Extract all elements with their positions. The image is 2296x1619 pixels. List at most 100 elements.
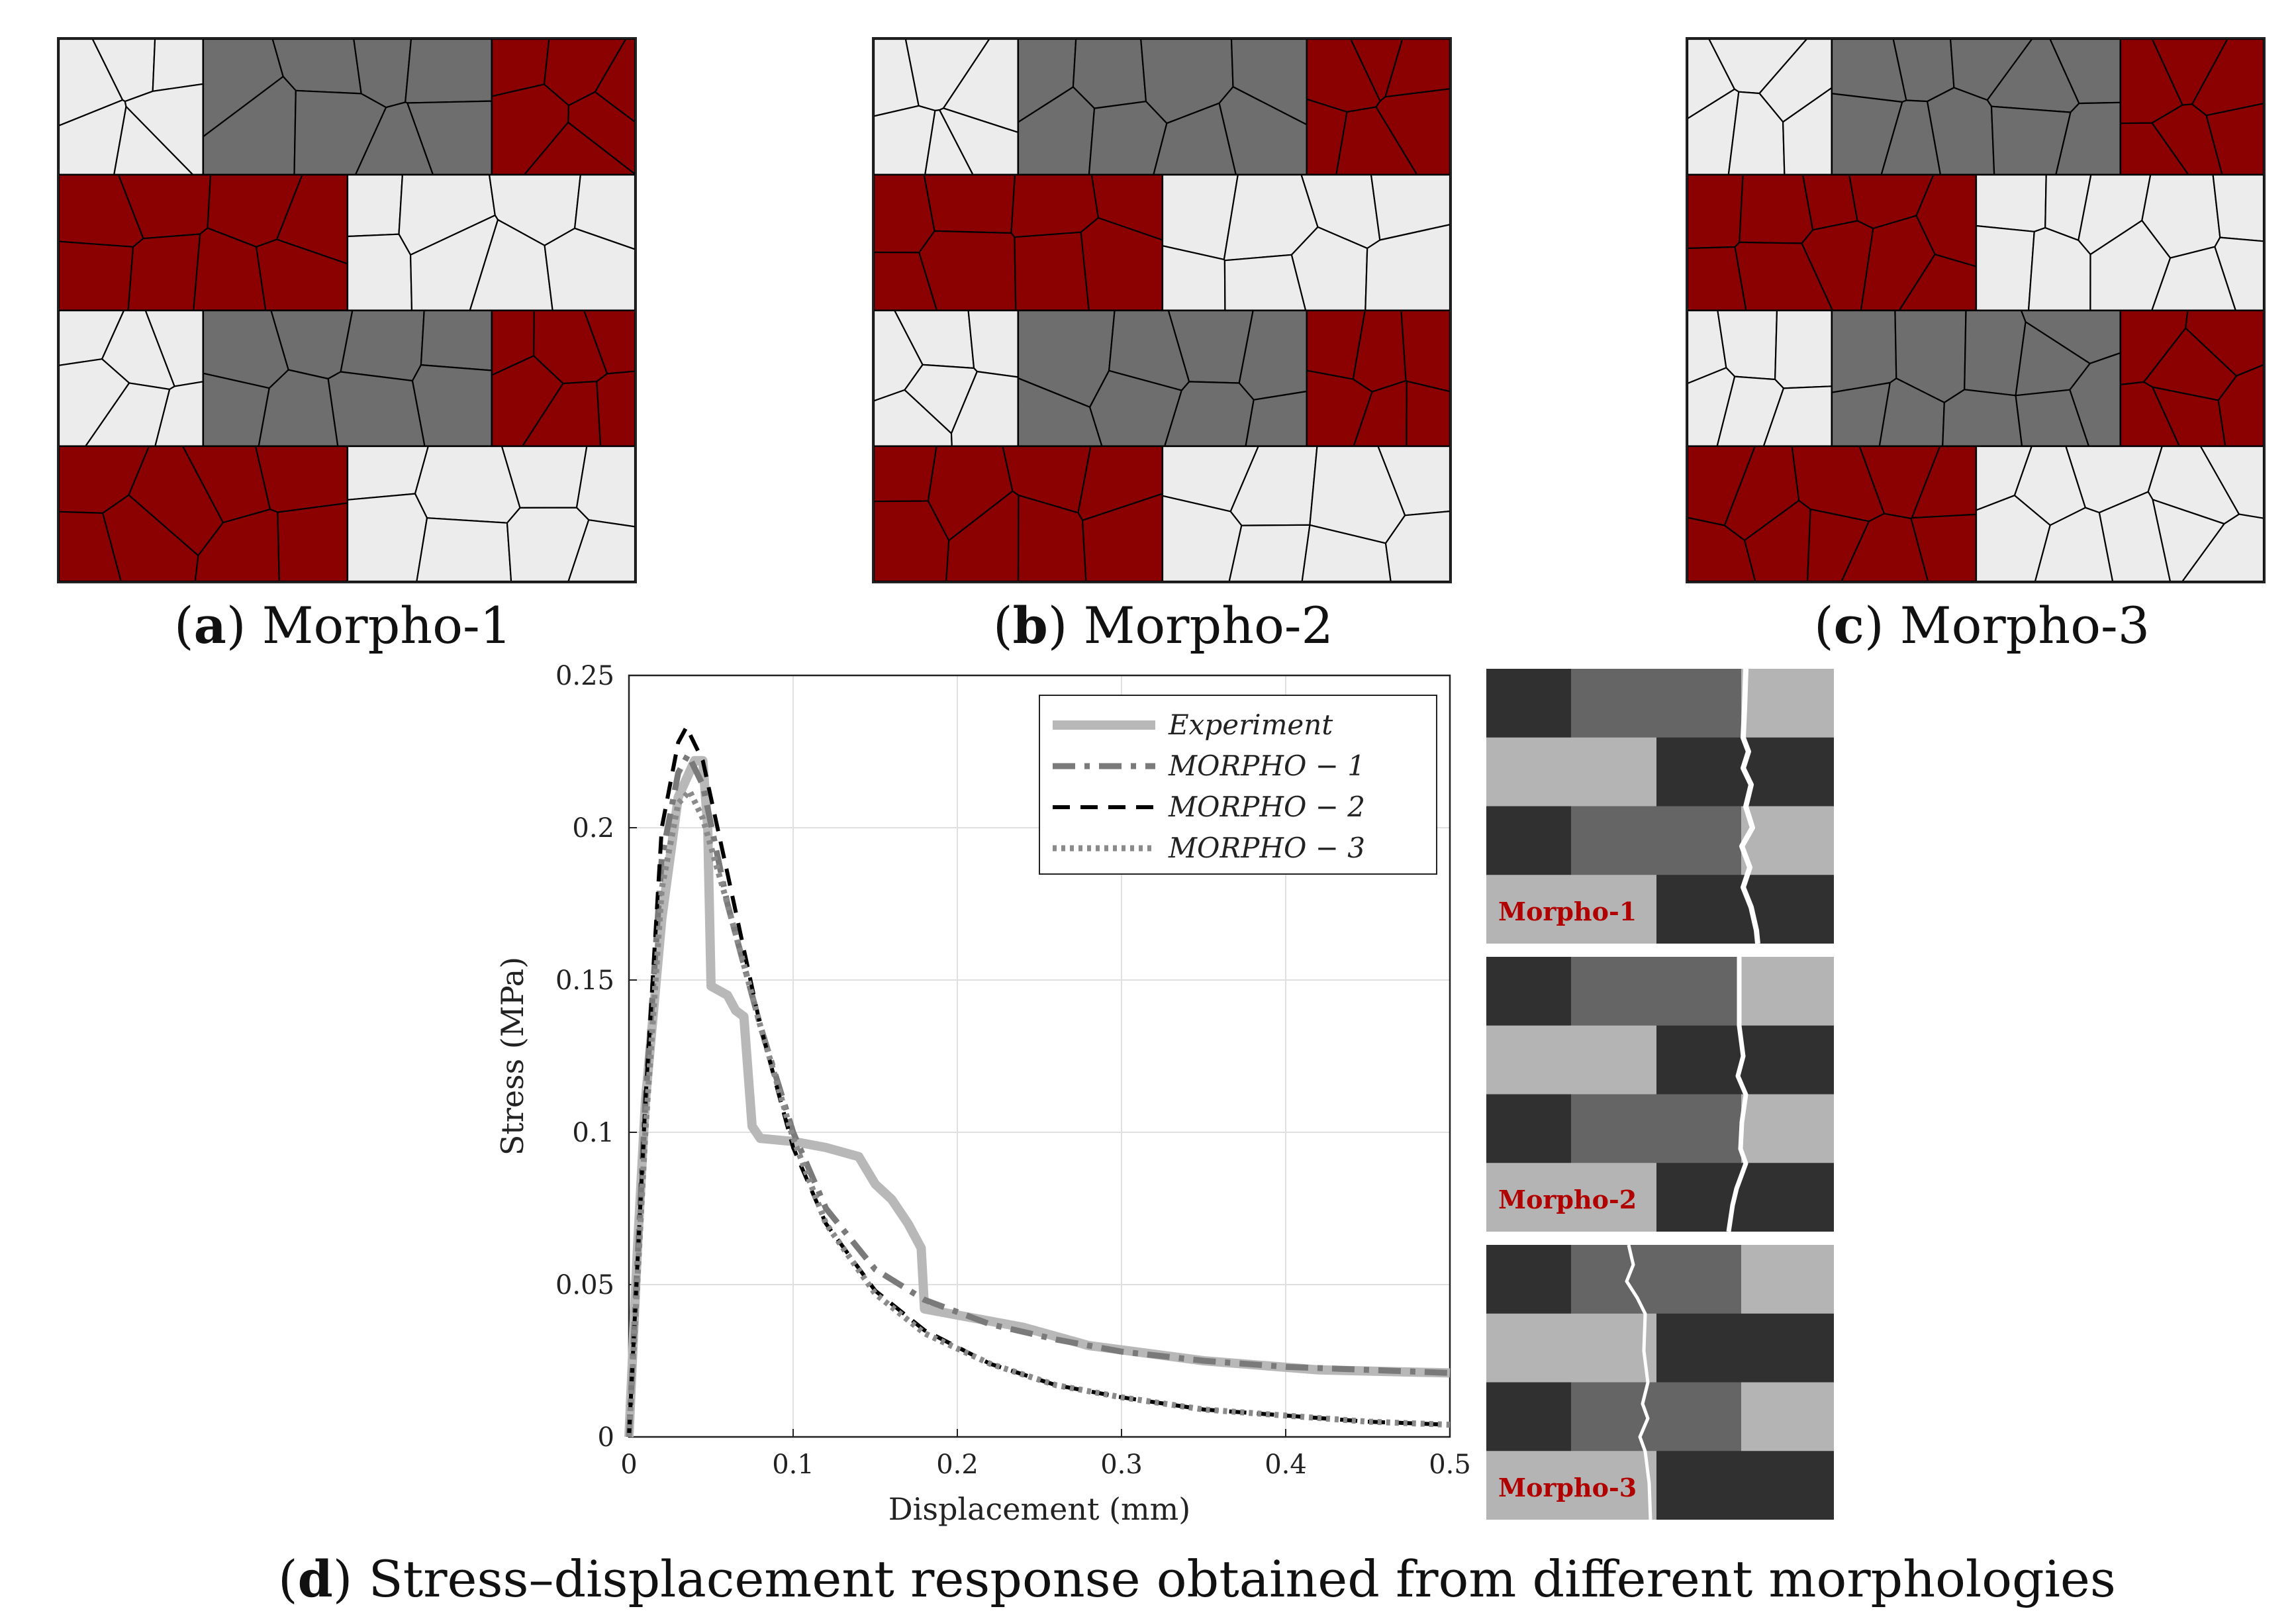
brick-region [1831, 39, 2122, 176]
legend-label: MORPHO − 1 [1168, 750, 1365, 782]
crack-brick [1486, 1382, 1571, 1451]
crack-brick [1486, 1025, 1656, 1095]
crack-brick [1656, 1313, 1834, 1383]
grain-cell [1384, 39, 1450, 98]
grain-cell [1774, 309, 1833, 389]
crack-brick [1571, 806, 1741, 875]
caption-d-letter: d [297, 1549, 333, 1608]
caption-a: (a) Morpho-1 [174, 596, 512, 655]
crack-brick [1571, 1382, 1741, 1451]
caption-d: (d) Stress–displacement response obtaine… [278, 1549, 2116, 1608]
grain-cell [1831, 309, 1897, 393]
grain-cell [405, 39, 493, 104]
legend-label: MORPHO − 2 [1168, 791, 1365, 823]
morphology-panel-b [872, 37, 1452, 583]
grain-cell [1228, 524, 1311, 581]
crack-brick [1486, 1451, 1656, 1520]
grain-cell [346, 233, 413, 312]
y-tick-label: 0 [598, 1422, 614, 1453]
crack-brick [1571, 1245, 1741, 1314]
legend-label: MORPHO − 3 [1168, 832, 1365, 864]
grain-cell [874, 173, 935, 254]
crack-brick [1741, 1382, 1834, 1451]
y-tick-label: 0.05 [555, 1270, 614, 1300]
grain-cell [346, 173, 404, 238]
brick-region [1017, 39, 1308, 176]
x-tick-label: 0.4 [1265, 1449, 1307, 1480]
brick-region [2119, 39, 2264, 176]
grain-cell [420, 309, 493, 371]
brick-region [59, 445, 349, 581]
grain-cell [594, 39, 635, 123]
caption-c-letter: c [1833, 596, 1864, 655]
grain-cell [1014, 231, 1090, 312]
crack-label-2: Morpho-2 [1498, 1185, 1637, 1214]
x-tick-label: 0 [620, 1449, 637, 1480]
crack-brick [1486, 806, 1571, 875]
legend-label: Experiment [1168, 709, 1333, 741]
grain-cell [1739, 173, 1814, 244]
series-line-morpho-1 [626, 752, 1451, 1438]
grain-cell [1088, 101, 1168, 176]
brick-region [1161, 173, 1450, 312]
crack-panel-2: Morpho-2 [1486, 957, 1834, 1232]
brick-region [491, 39, 635, 176]
crack-brick [1486, 669, 1571, 738]
series-line-morpho-2 [627, 725, 1451, 1438]
crack-line [1625, 1245, 1652, 1520]
voronoi-mesh-b [874, 39, 1450, 581]
brick-region [1017, 309, 1308, 448]
grain-cell [1377, 445, 1450, 516]
crack-brick [1486, 737, 1656, 807]
grain-cell [340, 309, 425, 382]
x-tick-label: 0.3 [1100, 1449, 1143, 1480]
caption-b-letter: b [1012, 596, 1048, 655]
crack-brick [1656, 1163, 1834, 1232]
crack-pattern-1: Morpho-1 [1486, 669, 1834, 944]
brick-region [1688, 445, 1978, 581]
crack-panel-1: Morpho-1 [1486, 669, 1834, 944]
crack-panel-3: Morpho-3 [1486, 1245, 1834, 1520]
voronoi-mesh-a [59, 39, 635, 581]
caption-c-title: Morpho-3 [1899, 596, 2150, 655]
legend: Experiment MORPHO − 1 MORPHO − 2 MORPHO − 3 [1039, 695, 1437, 875]
crack-pattern-3: Morpho-3 [1486, 1245, 1834, 1520]
caption-a-title: Morpho-1 [262, 596, 512, 655]
brick-region [59, 309, 205, 448]
grain-cell [255, 445, 349, 513]
grain-cell [1364, 224, 1450, 312]
grain-cell [1370, 173, 1450, 241]
grain-cell [544, 227, 635, 312]
brick-region [59, 173, 349, 312]
crack-brick [1486, 1245, 1571, 1314]
crack-label-1: Morpho-1 [1498, 897, 1637, 926]
crack-brick [1741, 1245, 1834, 1314]
voronoi-mesh-c [1688, 39, 2264, 581]
crack-line [1726, 957, 1748, 1232]
brick-region [346, 445, 635, 581]
crack-brick [1486, 1094, 1571, 1163]
grain-cell [2217, 364, 2264, 448]
grain-cell [1964, 309, 2027, 397]
crack-brick [1741, 806, 1834, 875]
crack-brick [1486, 1163, 1656, 1232]
caption-b: (b) Morpho-2 [993, 596, 1333, 655]
plot-frame [628, 674, 1451, 1438]
x-tick-label: 0.2 [936, 1449, 979, 1480]
brick-region [202, 309, 493, 448]
crack-brick [1486, 1313, 1656, 1383]
grain-cell [2199, 445, 2264, 519]
grain-cell [1688, 173, 1744, 250]
grain-cell [923, 173, 1016, 234]
brick-region [1688, 173, 1978, 312]
brick-region [1688, 39, 1833, 176]
grain-cell [967, 309, 1020, 378]
grain-cell [327, 371, 426, 448]
grain-cell [1942, 389, 2023, 448]
grain-cell [414, 445, 521, 524]
grain-cell [1245, 390, 1308, 448]
brick-region [1975, 445, 2264, 581]
brick-region [202, 39, 493, 176]
crack-line [1739, 669, 1760, 944]
grain-cell [411, 364, 493, 448]
